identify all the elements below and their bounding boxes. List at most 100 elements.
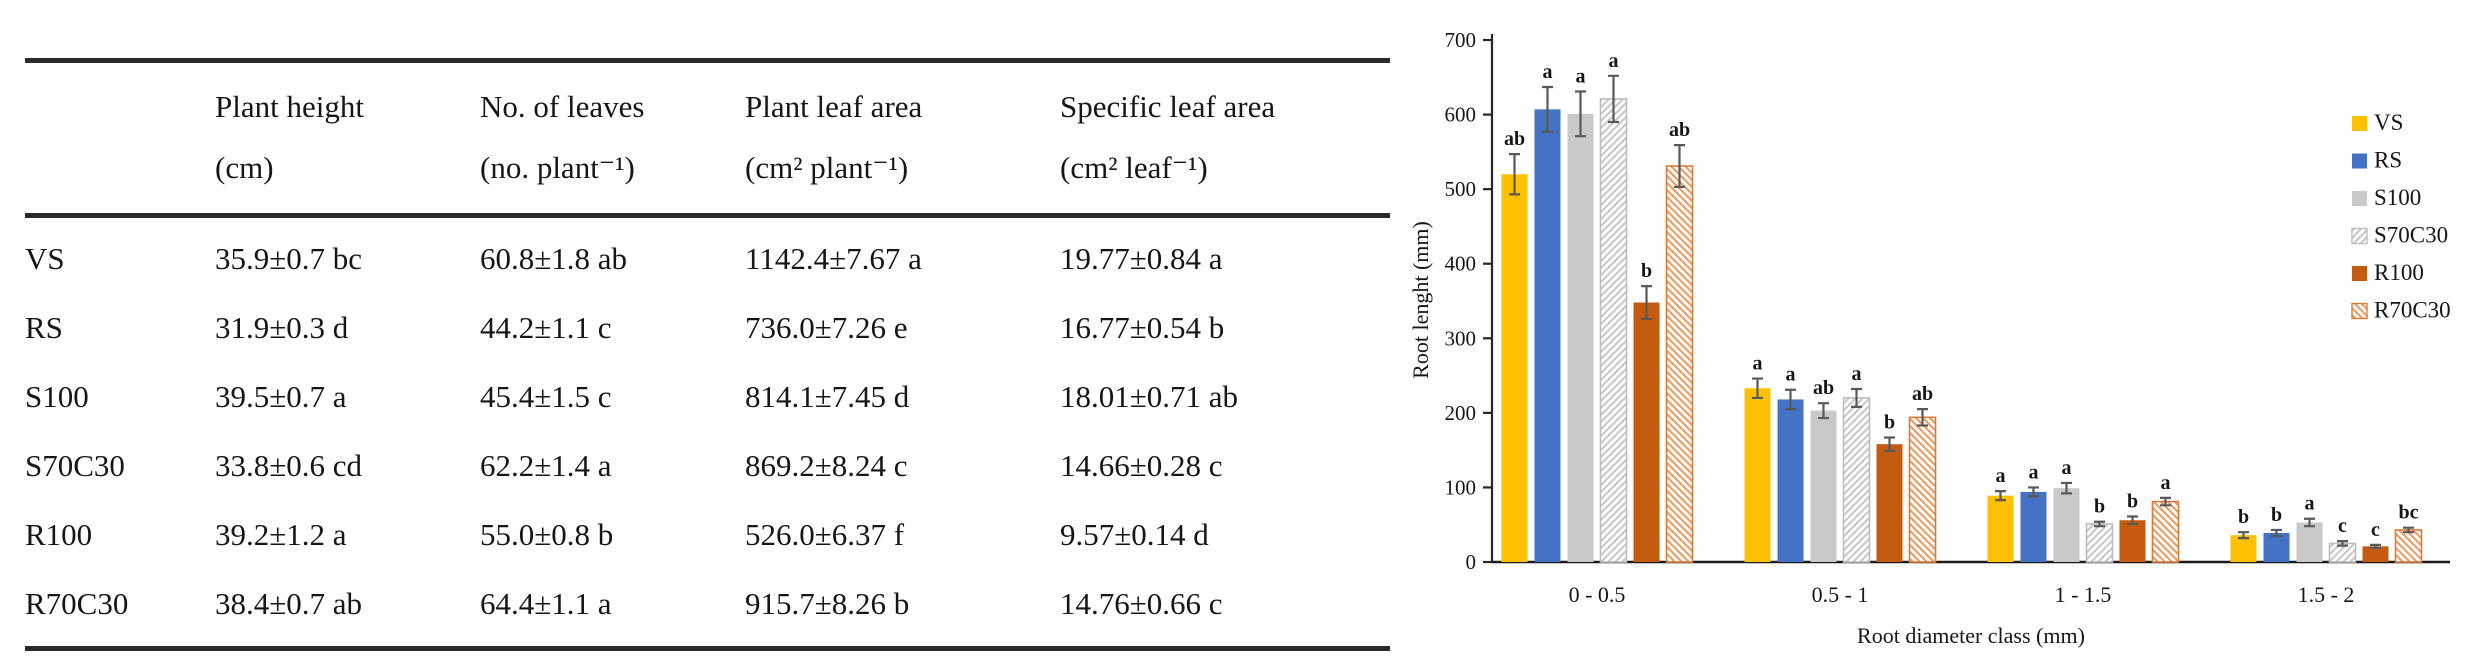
sig-letter: ab xyxy=(1504,128,1525,150)
category-label: 0.5 - 1 xyxy=(1812,582,1869,607)
table-header-row: Plant height (cm) No. of leaves (no. plant⁻… xyxy=(25,63,1390,213)
error-bar xyxy=(2028,486,2039,498)
legend-label: VS xyxy=(2374,110,2403,135)
error-bar xyxy=(2304,517,2315,528)
bar-VS-0.5-1 xyxy=(1744,388,1771,562)
bar-RS-1-1.5 xyxy=(2020,491,2047,562)
y-tick-label: 500 xyxy=(1445,177,1477,201)
col-header-line1: Specific leaf area xyxy=(1060,89,1276,124)
bar-R100-1-1.5 xyxy=(2119,520,2146,562)
error-bar xyxy=(2403,526,2414,534)
legend-swatch-S100 xyxy=(2352,191,2367,206)
bar-S70C30-0.5-1 xyxy=(1842,397,1871,563)
col-header-line1: Plant height xyxy=(215,89,364,124)
table-row-S70C30: S70C30 33.8±0.6 cd 62.2±1.4 a 869.2±8.24 c 1… xyxy=(25,431,1390,500)
error-bar xyxy=(2337,540,2348,547)
error-bar xyxy=(2271,528,2282,538)
y-tick-label: 0 xyxy=(1466,550,1477,574)
row-label: R100 xyxy=(25,516,93,552)
sig-letter: a xyxy=(1576,65,1586,87)
table-cell: 31.9±0.3 d xyxy=(215,309,349,345)
bar-R70C30-0-0.5 xyxy=(1665,165,1694,563)
bar-S100-1.5-2 xyxy=(2296,522,2323,562)
table-row-RS: RS 31.9±0.3 d 44.2±1.1 c 736.0±7.26 e 16.77±… xyxy=(25,293,1390,362)
row-label: VS xyxy=(25,240,65,276)
table-cell: 38.4±0.7 ab xyxy=(215,585,363,621)
legend-swatch-S70C30 xyxy=(2351,227,2368,245)
bar-R100-0-0.5 xyxy=(1633,302,1660,562)
bar-S100-1-1.5 xyxy=(2053,488,2080,562)
legend-swatch-R100 xyxy=(2352,266,2367,281)
table-cell: 9.57±0.14 d xyxy=(1060,516,1209,552)
sig-letter: ab xyxy=(1669,119,1690,141)
legend-item-R100: R100 xyxy=(2352,260,2424,285)
y-tick-label: 200 xyxy=(1445,401,1477,425)
y-axis: 0 100 200 300 400 500 600 700 xyxy=(1445,28,1494,574)
y-tick-label: 100 xyxy=(1445,475,1477,499)
legend-swatch-VS xyxy=(2352,116,2367,131)
table-cell: 14.66±0.28 c xyxy=(1060,447,1223,483)
error-bar xyxy=(1752,377,1763,400)
error-bar xyxy=(1917,408,1928,427)
bar-R70C30-1-1.5 xyxy=(2151,500,2180,563)
sig-letter: a xyxy=(1543,61,1553,83)
error-bar xyxy=(1995,490,2006,502)
table-cell: 16.77±0.54 b xyxy=(1060,309,1225,345)
table-cell: 62.2±1.4 a xyxy=(480,447,612,483)
category-label: 1 - 1.5 xyxy=(2055,582,2112,607)
table-cell: 869.2±8.24 c xyxy=(745,447,908,483)
table-cell: 55.0±0.8 b xyxy=(480,516,614,552)
table-header-rule xyxy=(25,213,1390,218)
legend: VS RS S100 S70C30 R100 R70C30 xyxy=(2351,110,2451,323)
bar-VS-1-1.5 xyxy=(1987,495,2014,562)
col-header-line2: (no. plant⁻¹) xyxy=(480,150,635,185)
error-bar xyxy=(2160,496,2171,507)
error-bar xyxy=(1818,402,1829,420)
sig-letter: a xyxy=(1786,364,1796,386)
bar-RS-0.5-1 xyxy=(1777,399,1804,562)
col-header-line1: Plant leaf area xyxy=(745,89,923,124)
bar-R70C30-0.5-1 xyxy=(1908,416,1937,563)
table-body: VS 35.9±0.7 bc 60.8±1.8 ab 1142.4±7.67 a 19.… xyxy=(25,218,1390,646)
bar-RS-1.5-2 xyxy=(2263,532,2290,562)
bar-S70C30-1-1.5 xyxy=(2085,523,2114,563)
error-bar xyxy=(1542,85,1553,133)
legend-label: RS xyxy=(2374,148,2402,173)
legend-label: S100 xyxy=(2374,185,2421,210)
sig-letter: a xyxy=(2161,472,2171,494)
col-header-line2: (cm² plant⁻¹) xyxy=(745,150,909,185)
bar-S100-0-0.5 xyxy=(1567,113,1594,563)
table-row-R70C30: R70C30 38.4±0.7 ab 64.4±1.1 a 915.7±8.26 b 1… xyxy=(25,569,1390,638)
table-col-header-1: Plant height (cm) xyxy=(215,76,480,198)
table-cell: 33.8±0.6 cd xyxy=(215,447,363,483)
table-cell: 60.8±1.8 ab xyxy=(480,240,628,276)
table-cell: 39.5±0.7 a xyxy=(215,378,347,414)
legend-swatch-RS xyxy=(2352,153,2367,169)
bar-group-1-1.5: a a ab ba1 - 1.5 xyxy=(1987,457,2180,607)
y-axis-title: Root lenght (mm) xyxy=(1408,221,1433,379)
bar-VS-1.5-2 xyxy=(2230,535,2257,562)
sig-letter: b xyxy=(1641,260,1652,282)
table-bottom-rule xyxy=(25,646,1390,651)
table-cell: 736.0±7.26 e xyxy=(745,309,908,345)
sig-letter: a xyxy=(2062,457,2072,479)
sig-letter: bc xyxy=(2399,502,2419,524)
sig-letter: a xyxy=(2029,461,2039,483)
col-header-line2: (cm² leaf⁻¹) xyxy=(1060,150,1208,185)
table-cell: 64.4±1.1 a xyxy=(480,585,612,621)
row-label: R70C30 xyxy=(25,585,129,621)
legend-label: R70C30 xyxy=(2374,298,2451,323)
error-bar xyxy=(2061,481,2072,495)
bar-VS-0-0.5 xyxy=(1501,174,1528,562)
sig-letter: c xyxy=(2338,515,2347,537)
row-label: RS xyxy=(25,309,63,345)
bar-S70C30-0-0.5 xyxy=(1599,98,1628,563)
legend-item-R70C30: R70C30 xyxy=(2351,298,2451,323)
sig-letter: ab xyxy=(1912,383,1933,405)
sig-letter: a xyxy=(1753,353,1763,375)
